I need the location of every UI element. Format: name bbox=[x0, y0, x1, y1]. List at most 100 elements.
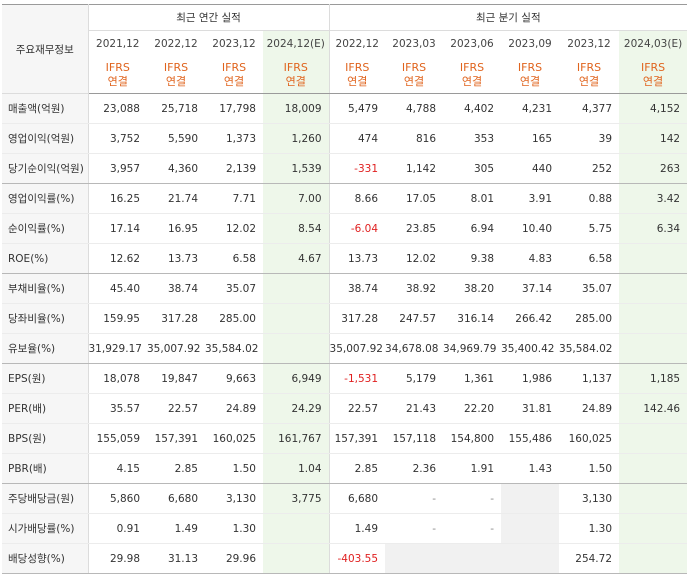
table-cell bbox=[619, 453, 688, 484]
table-cell: 2.85 bbox=[147, 453, 205, 484]
table-cell: 2.36 bbox=[385, 453, 444, 484]
table-cell: 18,078 bbox=[88, 363, 147, 394]
table-cell bbox=[619, 333, 688, 364]
table-cell bbox=[263, 273, 330, 304]
table-cell: 305 bbox=[443, 153, 502, 184]
row-label: 배당성향(%) bbox=[2, 543, 89, 574]
table-cell: 3,752 bbox=[88, 123, 147, 154]
table-cell: 35.07 bbox=[205, 273, 263, 304]
table-cell: 157,118 bbox=[385, 423, 444, 454]
ifrs-header: IFRS 연결 bbox=[619, 56, 688, 94]
table-cell bbox=[619, 513, 688, 544]
table-cell: 38.74 bbox=[147, 273, 205, 304]
table-cell: 16.95 bbox=[147, 213, 205, 244]
table-cell: 17.05 bbox=[385, 183, 444, 214]
table-cell: 24.29 bbox=[263, 393, 330, 424]
row-label: 매출액(억원) bbox=[2, 93, 89, 124]
table-cell: 1,373 bbox=[205, 123, 263, 154]
table-cell: 165 bbox=[501, 123, 560, 154]
table-cell bbox=[619, 543, 688, 574]
table-cell: - bbox=[385, 513, 444, 544]
table-row: 당좌비율(%) 159.95 317.28 285.00 317.28 247.57 316… bbox=[2, 303, 688, 334]
row-label: 시가배당률(%) bbox=[2, 513, 89, 544]
row-label: BPS(원) bbox=[2, 423, 89, 454]
table-cell: 21.74 bbox=[147, 183, 205, 214]
table-cell: 1.49 bbox=[147, 513, 205, 544]
table-cell: 142 bbox=[619, 123, 688, 154]
ifrs-label: IFRS bbox=[345, 60, 370, 74]
financial-summary-table: 주요재무정보 최근 연간 실적 최근 분기 실적 2021,12 2022,12 2… bbox=[2, 4, 688, 574]
table-cell: 157,391 bbox=[329, 423, 386, 454]
table-cell: 142.46 bbox=[619, 393, 688, 424]
table-row: EPS(원) 18,078 19,847 9,663 6,949 -1,531 5,179 1… bbox=[2, 363, 688, 394]
table-cell: 21.43 bbox=[385, 393, 444, 424]
table-cell bbox=[385, 543, 444, 574]
table-cell: 1,986 bbox=[501, 363, 560, 394]
ifrs-label: IFRS bbox=[640, 60, 666, 74]
table-cell: 35,007.92 bbox=[147, 333, 205, 364]
table-cell: 440 bbox=[501, 153, 560, 184]
consolidated-label: 연결 bbox=[578, 74, 600, 88]
table-cell: 155,486 bbox=[501, 423, 560, 454]
table-cell: 160,025 bbox=[205, 423, 263, 454]
ifrs-label: IFRS bbox=[459, 60, 485, 74]
table-row: 영업이익률(%) 16.25 21.74 7.71 7.00 8.66 17.05 8.01 3… bbox=[2, 183, 688, 214]
table-cell: 4.83 bbox=[501, 243, 560, 274]
table-cell: 13.73 bbox=[329, 243, 386, 274]
ifrs-header: IFRS 연결 bbox=[501, 56, 560, 94]
table-cell: 34,969.79 bbox=[443, 333, 502, 364]
table-cell: 254.72 bbox=[559, 543, 620, 574]
table-cell: 474 bbox=[329, 123, 386, 154]
ifrs-label: IFRS bbox=[105, 60, 130, 74]
table-cell: 35.07 bbox=[559, 273, 620, 304]
table-cell: -403.55 bbox=[329, 543, 386, 574]
consolidated-label: 연결 bbox=[461, 74, 483, 88]
table-cell: 12.62 bbox=[88, 243, 147, 274]
table-cell: 8.01 bbox=[443, 183, 502, 214]
table-row: 배당성향(%) 29.98 31.13 29.96 -403.55 254.72 bbox=[2, 543, 688, 574]
table-cell: 316.14 bbox=[443, 303, 502, 334]
table-cell: 5.75 bbox=[559, 213, 620, 244]
row-label: 당좌비율(%) bbox=[2, 303, 89, 334]
table-row: 시가배당률(%) 0.91 1.49 1.30 1.49- -1.30 bbox=[2, 513, 688, 544]
table-cell: 263 bbox=[619, 153, 688, 184]
table-cell: 1,185 bbox=[619, 363, 688, 394]
table-cell: 6.58 bbox=[205, 243, 263, 274]
table-cell bbox=[263, 513, 330, 544]
table-cell: 7.71 bbox=[205, 183, 263, 214]
table-cell: -1,531 bbox=[329, 363, 386, 394]
table-cell: 35,400.42 bbox=[501, 333, 560, 364]
table-cell: 24.89 bbox=[205, 393, 263, 424]
table-cell: 155,059 bbox=[88, 423, 147, 454]
ifrs-header: IFRS 연결 bbox=[559, 56, 620, 94]
table-row: PER(배) 35.57 22.57 24.89 24.29 22.57 21.43 22.2… bbox=[2, 393, 688, 424]
table-cell: 17.14 bbox=[88, 213, 147, 244]
table-cell: 6,680 bbox=[147, 483, 205, 514]
ifrs-label: IFRS bbox=[221, 60, 247, 74]
table-cell: 12.02 bbox=[385, 243, 444, 274]
table-cell: 5,590 bbox=[147, 123, 205, 154]
table-cell: 161,767 bbox=[263, 423, 330, 454]
table-cell: 816 bbox=[385, 123, 444, 154]
row-label: EPS(원) bbox=[2, 363, 89, 394]
period-header: 2024,03(E) bbox=[619, 30, 688, 56]
table-cell: 285.00 bbox=[559, 303, 620, 334]
period-header: 2021,12 bbox=[96, 37, 140, 50]
table-cell: 2.85 bbox=[329, 453, 386, 484]
row-label: 영업이익(억원) bbox=[2, 123, 89, 154]
table-cell: 3,130 bbox=[559, 483, 620, 514]
consolidated-label: 연결 bbox=[285, 74, 306, 88]
row-label: PBR(배) bbox=[2, 453, 89, 484]
table-cell: 0.91 bbox=[88, 513, 147, 544]
row-label: 부채비율(%) bbox=[2, 273, 89, 304]
table-cell: 6,680 bbox=[329, 483, 386, 514]
table-cell: 6,949 bbox=[263, 363, 330, 394]
ifrs-header: IFRS 연결 bbox=[263, 56, 330, 94]
table-cell: 4.15 bbox=[88, 453, 147, 484]
table-cell bbox=[619, 303, 688, 334]
table-cell: 317.28 bbox=[329, 303, 386, 334]
table-cell: 8.54 bbox=[263, 213, 330, 244]
table-cell: 4,402 bbox=[443, 93, 502, 124]
consolidated-label: 연결 bbox=[107, 74, 128, 88]
ifrs-header: IFRS 연결 bbox=[443, 56, 502, 94]
